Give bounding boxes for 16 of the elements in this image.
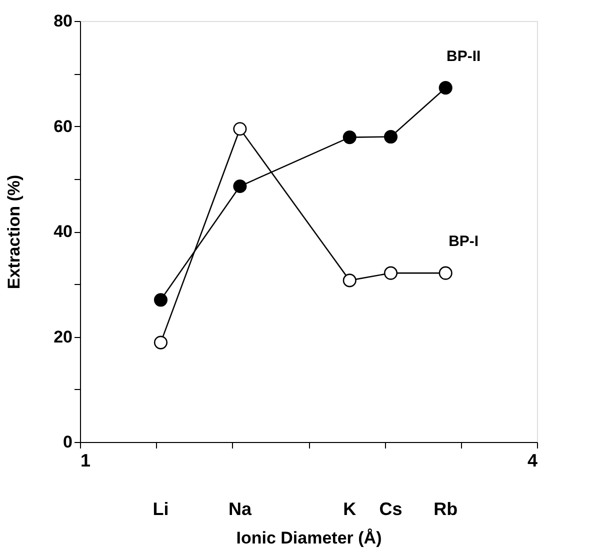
y-tick-label: 60 [54,116,72,136]
text: Cs [379,499,402,519]
text: Li [152,499,169,519]
x-axis-title: Ionic Diameter (Å) [236,528,382,548]
series-label: BP-I [448,233,479,250]
text: Na [228,499,252,519]
x-tick-label: 1 [80,450,91,470]
y-tick-label: 0 [63,432,72,452]
x-tick-label: 4 [527,450,538,470]
text: Rb [434,499,458,519]
text: K [343,499,356,519]
y-axis-title: Extraction (%) [4,174,24,290]
series-label: BP-II [446,48,481,65]
y-tick-label: 80 [54,12,72,30]
y-tick-label: 20 [54,327,72,346]
y-tick-label: 40 [54,222,72,241]
